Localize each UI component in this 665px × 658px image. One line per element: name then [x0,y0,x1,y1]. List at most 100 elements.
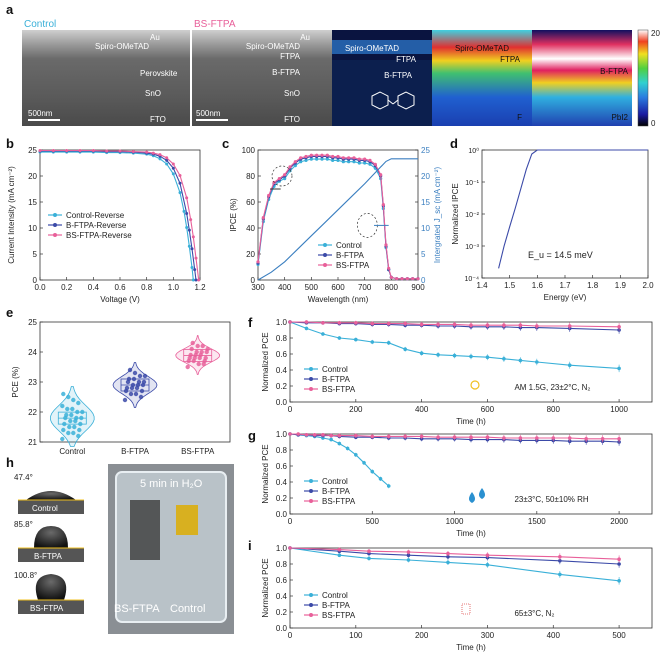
legend-label: Control [322,365,348,374]
data-point [389,275,393,279]
data-point [256,260,260,264]
series-line [289,321,620,331]
y2-tick-label: 5 [421,250,426,259]
data-point [309,153,313,157]
data-point [158,153,162,157]
data-point [76,400,81,406]
data-point [62,421,67,427]
chart-d-urbach: 1.4 1.5 1.6 1.7 1.8 1.9 2.0 10⁰ 10⁻¹ 10⁻² 10⁻³ 10⁻⁴… [451,147,654,302]
data-point [71,430,76,436]
data-point [416,277,420,281]
x-tick-label: 0 [288,631,293,640]
data-point [315,153,319,157]
y-tick-label: 60 [246,198,255,207]
condition-annotation: 23±3°C, 50±10% RH [514,495,588,504]
y-axis-label: PCE (%) [11,366,20,397]
bsftpa-layer-label: B-FTPA [272,68,301,77]
data-point [190,247,194,251]
data-point [38,149,42,153]
legend-label: Control [322,477,348,486]
series-line [498,149,648,269]
svg-text:BS-FTPA: BS-FTPA [30,604,64,613]
legend-marker [309,377,313,381]
y-axis-label: Normalized PCE [261,444,270,503]
y-tick-label: 80 [246,172,255,181]
data-point [267,193,271,198]
data-point [197,278,201,282]
legend-label: BS-FTPA-Reverse [66,231,132,240]
data-point [91,149,95,153]
heat-icon [461,603,471,615]
y-tick-label: 20 [246,250,255,259]
contact-angle-control: 47.4° Control [14,473,84,514]
legend-marker [309,367,313,371]
map1-label: B-FTPA [384,71,413,80]
light-bulb-icon [470,380,480,390]
data-point [66,430,71,436]
legend-label: BS-FTPA [336,261,370,270]
data-point [178,181,182,185]
legend-label: Control [322,591,348,600]
data-point [190,340,195,346]
x-tick-label: 1000 [610,405,628,414]
data-point [200,343,205,349]
legend-marker [309,593,313,597]
bsftpa-layer-label: Au [300,33,310,42]
bsftpa-layer-label: Spiro-OMeTAD [246,42,300,51]
y-tick-label: 24 [28,348,37,357]
data-point [66,394,71,400]
x-tick-label: 0.4 [88,283,100,292]
data-point [68,418,73,424]
x-tick-label: 1.5 [504,281,516,290]
plot-frame [289,547,653,629]
data-point [65,406,70,412]
data-point [171,162,175,166]
water-drop-icon [469,492,475,503]
y2-tick-label: 25 [421,146,430,155]
data-point [299,160,303,164]
x-tick-label: 500 [305,283,319,292]
legend-label: BS-FTPA [322,611,356,620]
data-point [71,397,76,403]
y-tick-label: 0.0 [276,624,288,633]
x-axis-label: Voltage (V) [100,295,140,304]
y-tick-label: 21 [28,438,37,447]
legend-marker [309,479,313,483]
x-tick-label: 0 [288,517,293,526]
y-axis-label: Normalized IPCE [451,183,460,244]
legend-marker [309,387,313,391]
data-point [60,403,65,409]
legend-marker [309,603,313,607]
bsftpa-layer-label: FTPA [280,52,301,61]
data-point [178,191,182,195]
data-point [130,382,136,388]
map1-label: FTPA [396,55,417,64]
data-point [315,157,319,161]
y2-tick-label: 10 [421,224,430,233]
sem-control-image [22,30,190,126]
x-axis-label: Wavelength (nm) [308,295,369,304]
y-tick-label: 15 [28,198,37,207]
legend-label: B-FTPA [322,601,351,610]
x-tick-label: 2000 [610,517,628,526]
map3-label: B-FTPA [600,67,629,76]
data-point [105,149,109,153]
data-point [124,385,130,391]
data-point [363,161,367,165]
x-tick-label: 0.2 [61,283,73,292]
panel-label-d: d [450,136,458,151]
map1-labels: Spiro-OMeTAD FTPA B-FTPA [345,44,417,80]
series-line [257,158,418,281]
condition-annotation: 65±3°C, N₂ [514,609,554,618]
scale-bar-bsftpa: 500nm [196,109,221,118]
panel-label-a: a [6,2,14,17]
category-label: Control [59,447,85,456]
data-point [293,164,297,168]
data-point [165,156,169,160]
data-point [261,216,265,220]
legend-label: BS-FTPA [322,385,356,394]
data-point [75,409,80,415]
chart-c-ipce: 300 400 500 600 700 800 900020406080100Wavelen… [229,146,442,304]
data-point [61,391,66,397]
y-tick-label: 5 [33,250,38,259]
